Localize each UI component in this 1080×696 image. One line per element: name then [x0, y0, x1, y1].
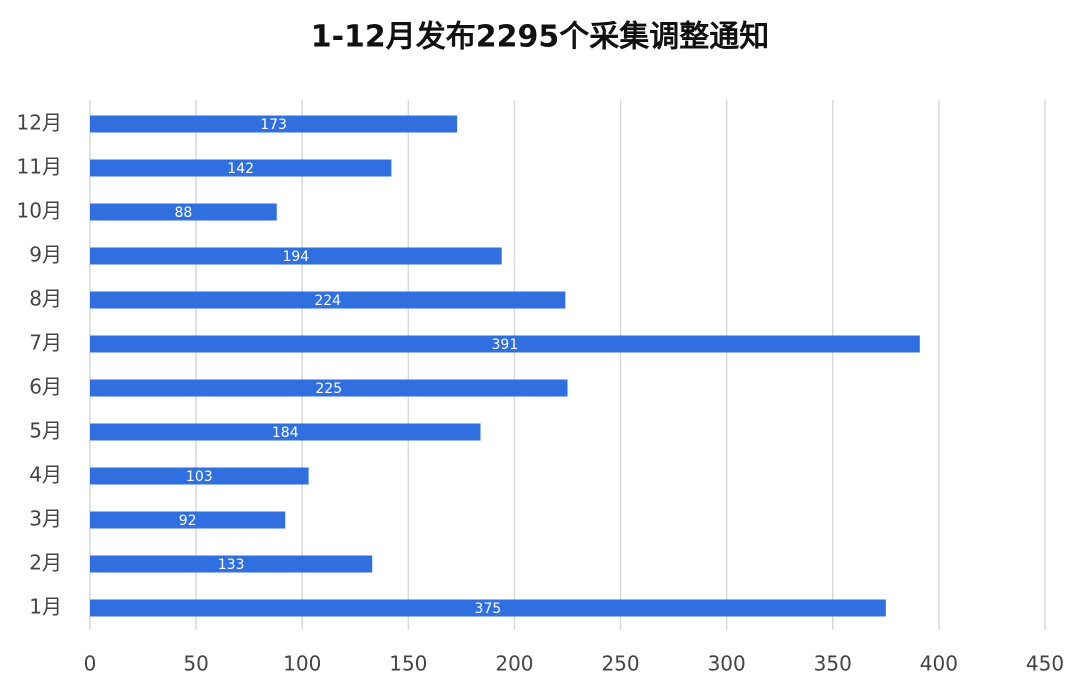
x-tick-label: 100 [283, 652, 321, 676]
bar [90, 291, 566, 309]
bar [90, 467, 309, 485]
data-label: 194 [282, 249, 309, 265]
bar [90, 511, 286, 529]
y-tick-label: 1月 [29, 595, 62, 619]
data-label: 133 [218, 557, 245, 573]
bar [90, 115, 458, 133]
data-label: 184 [272, 425, 299, 441]
y-tick-label: 12月 [17, 111, 62, 135]
y-tick-label: 11月 [17, 155, 62, 179]
x-tick-label: 350 [814, 652, 852, 676]
x-tick-label: 50 [183, 652, 208, 676]
bar [90, 423, 481, 441]
y-tick-label: 4月 [29, 463, 62, 487]
y-tick-label: 2月 [29, 551, 62, 575]
y-tick-label: 3月 [29, 507, 62, 531]
data-label: 375 [475, 601, 502, 617]
data-label: 224 [314, 293, 341, 309]
data-label: 103 [186, 469, 213, 485]
x-tick-label: 150 [389, 652, 427, 676]
bar [90, 335, 920, 353]
data-label: 225 [315, 381, 342, 397]
x-tick-label: 0 [84, 652, 97, 676]
y-tick-label: 8月 [29, 287, 62, 311]
bar [90, 203, 277, 221]
x-tick-label: 250 [601, 652, 639, 676]
y-tick-label: 10月 [17, 199, 62, 223]
y-tick-label: 6月 [29, 375, 62, 399]
data-label: 142 [227, 161, 254, 177]
bar [90, 555, 373, 573]
x-tick-label: 400 [920, 652, 958, 676]
data-label: 391 [492, 337, 519, 353]
y-tick-label: 5月 [29, 419, 62, 443]
data-label: 173 [260, 117, 287, 133]
bar [90, 159, 392, 177]
x-tick-label: 300 [708, 652, 746, 676]
y-tick-label: 9月 [29, 243, 62, 267]
data-label: 92 [179, 513, 197, 529]
x-tick-label: 200 [495, 652, 533, 676]
bar [90, 379, 568, 397]
x-tick-label: 450 [1026, 652, 1064, 676]
bar [90, 247, 502, 265]
bar [90, 599, 886, 617]
y-tick-label: 7月 [29, 331, 62, 355]
data-label: 88 [174, 205, 192, 221]
chart-title: 1-12月发布2295个采集调整通知 [311, 20, 770, 55]
